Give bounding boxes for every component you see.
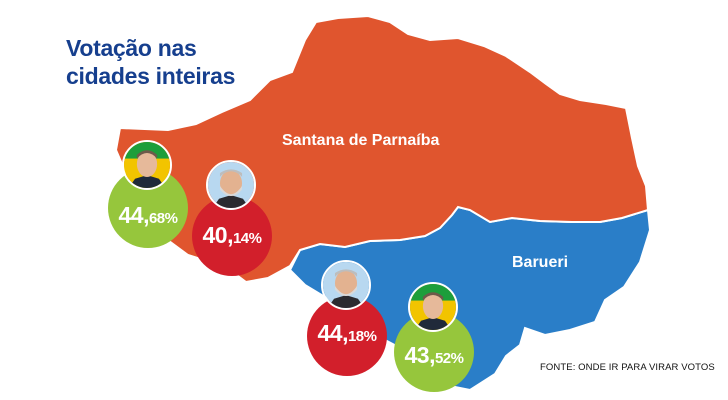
candidate-photo-bolsonaro bbox=[122, 140, 172, 190]
percentage-label: 44,68% bbox=[118, 202, 178, 228]
candidate-photo-lula bbox=[206, 160, 256, 210]
result-santana-lula: 40,14% bbox=[192, 160, 272, 276]
candidate-photo-lula bbox=[321, 260, 371, 310]
map-title: Votação nas cidades inteiras bbox=[66, 34, 235, 90]
percentage-label: 40,14% bbox=[202, 222, 262, 248]
city-label-santana-de-parnaiba: Santana de Parnaíba bbox=[282, 132, 440, 149]
title-line-2: cidades inteiras bbox=[66, 63, 236, 89]
title-line-1: Votação nas bbox=[66, 35, 197, 61]
percentage-label: 43,52% bbox=[404, 342, 464, 368]
result-barueri-bolsonaro: 43,52% bbox=[394, 282, 474, 392]
result-barueri-lula: 44,18% bbox=[307, 260, 387, 376]
candidate-photo-bolsonaro bbox=[408, 282, 458, 332]
source-note: FONTE: ONDE IR PARA VIRAR VOTOS bbox=[540, 362, 715, 373]
result-santana-bolsonaro: 44,68% bbox=[108, 140, 188, 248]
percentage-label: 44,18% bbox=[317, 320, 377, 346]
city-label-barueri: Barueri bbox=[512, 254, 569, 271]
